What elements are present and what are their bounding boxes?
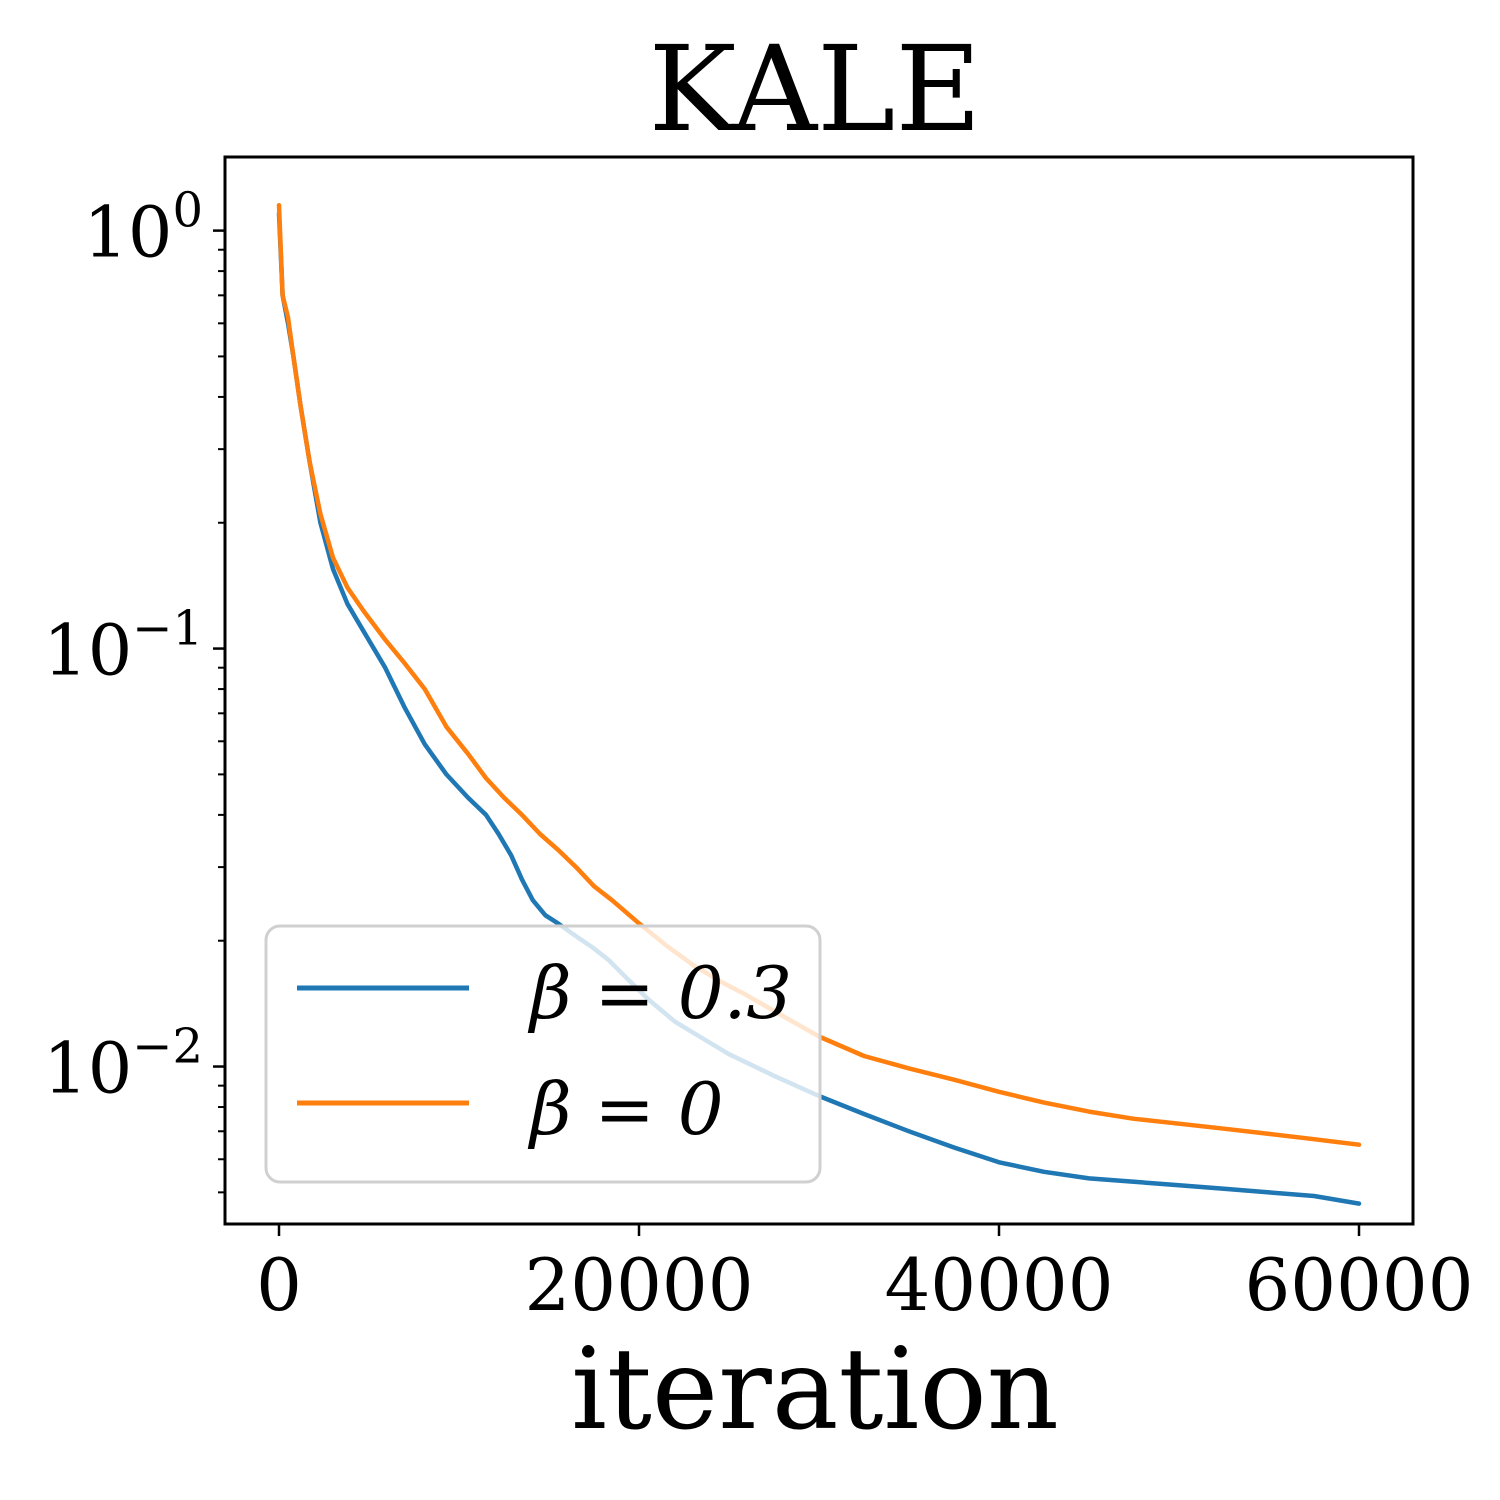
legend: β = 0.3 β = 0 [264,924,822,1184]
x-axis-label: iteration [571,1325,1059,1455]
x-tick-label: 40000 [884,1243,1113,1327]
plot-frame [223,155,1415,1226]
axis-layer: 0 20000 40000 60000 100 10−1 10−2 [43,183,1473,1327]
x-tick-label: 60000 [1244,1243,1473,1327]
legend-label-beta-03: β = 0.3 [527,951,792,1035]
y-tick-label: 10−1 [43,601,203,692]
y-tick-label: 10−2 [43,1019,203,1110]
legend-label-beta-0: β = 0 [527,1067,724,1151]
y-tick-label: 100 [83,183,203,274]
chart-title: KALE [648,20,981,158]
series-line-1 [276,202,1362,1147]
x-tick-label: 20000 [524,1243,753,1327]
x-tick-label: 0 [256,1243,302,1327]
